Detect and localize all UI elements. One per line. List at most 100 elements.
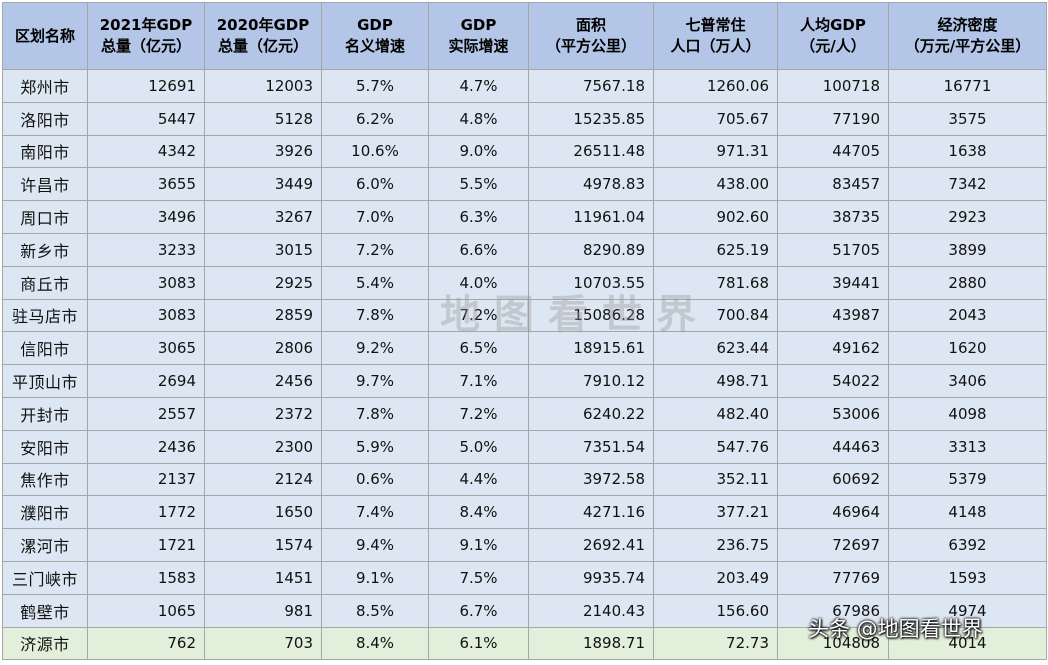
table-cell: 9.7%: [321, 364, 429, 398]
table-cell: 1620: [888, 331, 1047, 366]
table-cell: 5128: [204, 101, 322, 136]
region-name-cell: 许昌市: [2, 167, 88, 202]
table-cell: 236.75: [653, 528, 778, 562]
table-row: 焦作市 2137 2124 0.6% 4.4% 3972.58 352.11 60692 537…: [2, 462, 1047, 497]
table-cell: 2124: [204, 462, 322, 497]
column-header-line: 人口（万人）: [670, 37, 761, 55]
column-header: 七普常住人口（万人）: [653, 2, 778, 70]
table-cell: 4098: [888, 396, 1047, 431]
table-cell: 3972.58: [528, 462, 654, 497]
column-header: 经济密度 （万元/平方公里）: [888, 2, 1047, 70]
column-header-line: （万元/平方公里）: [904, 37, 1031, 55]
table-cell: 971.31: [653, 134, 778, 169]
table-cell: 6.1%: [428, 626, 529, 661]
region-name-cell: 安阳市: [2, 429, 88, 464]
table-cell: 1065: [87, 593, 205, 628]
table-cell: 5.4%: [321, 265, 429, 300]
column-header: 面积 （平方公里）: [528, 2, 654, 70]
table-cell: 2137: [87, 462, 205, 497]
table-cell: 1638: [888, 134, 1047, 169]
table-cell: 7.4%: [321, 495, 429, 530]
table-cell: 9935.74: [528, 560, 654, 595]
table-cell: 700.84: [653, 298, 778, 333]
table-cell: 44705: [777, 134, 889, 169]
table-cell: 18915.61: [528, 331, 654, 366]
table-cell: 5.0%: [428, 429, 529, 464]
region-name-cell: 驻马店市: [2, 298, 88, 333]
column-header-line: 2020年GDP: [216, 16, 310, 34]
table-cell: 39441: [777, 265, 889, 300]
table-cell: 3655: [87, 167, 205, 202]
table-row: 郑州市 12691 12003 5.7% 4.7% 7567.18 1260.06 10071…: [2, 69, 1047, 103]
table-cell: 53006: [777, 396, 889, 431]
table-cell: 7567.18: [528, 69, 654, 103]
table-cell: 3496: [87, 200, 205, 234]
column-header: GDP 实际增速: [428, 2, 529, 70]
table-cell: 6.6%: [428, 232, 529, 267]
column-header: 2020年GDP 总量（亿元）: [204, 2, 322, 70]
column-header: 区划名称: [2, 2, 88, 70]
table-cell: 9.0%: [428, 134, 529, 169]
table-cell: 3899: [888, 232, 1047, 267]
table-cell: 3015: [204, 232, 322, 267]
table-cell: 3083: [87, 265, 205, 300]
table-cell: 4148: [888, 495, 1047, 530]
column-header-line: 2021年GDP: [99, 16, 193, 34]
table-cell: 2806: [204, 331, 322, 366]
table-cell: 67986: [777, 593, 889, 628]
table-cell: 1260.06: [653, 69, 778, 103]
table-cell: 3575: [888, 101, 1047, 136]
table-cell: 12691: [87, 69, 205, 103]
region-name-cell: 信阳市: [2, 331, 88, 366]
column-header-line: 七普常住: [685, 16, 746, 34]
table-cell: 8.4%: [428, 495, 529, 530]
table-cell: 2859: [204, 298, 322, 333]
table-cell: 3449: [204, 167, 322, 202]
table-cell: 6.7%: [428, 593, 529, 628]
table-cell: 6240.22: [528, 396, 654, 431]
table-cell: 6.0%: [321, 167, 429, 202]
table-cell: 10.6%: [321, 134, 429, 169]
table-cell: 5.9%: [321, 429, 429, 464]
column-header-line: 经济密度: [937, 16, 998, 34]
table-cell: 4014: [888, 626, 1047, 661]
table-cell: 8290.89: [528, 232, 654, 267]
table-cell: 11961.04: [528, 200, 654, 234]
table-cell: 9.2%: [321, 331, 429, 366]
region-name-cell: 济源市: [2, 626, 88, 661]
table-cell: 49162: [777, 331, 889, 366]
region-name-cell: 鹤壁市: [2, 593, 88, 628]
table-cell: 0.6%: [321, 462, 429, 497]
table-cell: 6.5%: [428, 331, 529, 366]
table-cell: 7.8%: [321, 396, 429, 431]
region-name-cell: 南阳市: [2, 134, 88, 169]
table-cell: 38735: [777, 200, 889, 234]
header-row: 区划名称 2021年GDP 总量（亿元） 2020年GDP 总量（亿元） GDP 名义增速 G…: [2, 2, 1047, 70]
column-header-line: GDP: [460, 16, 497, 34]
table-cell: 12003: [204, 69, 322, 103]
table-row: 济源市 762 703 8.4% 6.1% 1898.71 72.73 104808 4014: [2, 626, 1047, 661]
table-cell: 7.0%: [321, 200, 429, 234]
table-cell: 100718: [777, 69, 889, 103]
table-cell: 9.1%: [321, 560, 429, 595]
table-cell: 781.68: [653, 265, 778, 300]
table-cell: 705.67: [653, 101, 778, 136]
table-cell: 7342: [888, 167, 1047, 202]
table-cell: 5.7%: [321, 69, 429, 103]
table-cell: 1650: [204, 495, 322, 530]
table-cell: 104808: [777, 626, 889, 661]
table-cell: 4.7%: [428, 69, 529, 103]
table-row: 南阳市 4342 3926 10.6% 9.0% 26511.48 971.31 44705 1…: [2, 134, 1047, 169]
table-cell: 3267: [204, 200, 322, 234]
table-row: 平顶山市 2694 2456 9.7% 7.1% 7910.12 498.71 54022 34…: [2, 364, 1047, 398]
table-row: 周口市 3496 3267 7.0% 6.3% 11961.04 902.60 38735 29…: [2, 200, 1047, 234]
table-cell: 6.3%: [428, 200, 529, 234]
table-cell: 46964: [777, 495, 889, 530]
region-name-cell: 新乡市: [2, 232, 88, 267]
column-header-line: 实际增速: [448, 37, 509, 55]
table-cell: 438.00: [653, 167, 778, 202]
table-cell: 1721: [87, 528, 205, 562]
column-header-line: 总量（亿元）: [217, 37, 308, 55]
table-cell: 5447: [87, 101, 205, 136]
region-name-cell: 洛阳市: [2, 101, 88, 136]
